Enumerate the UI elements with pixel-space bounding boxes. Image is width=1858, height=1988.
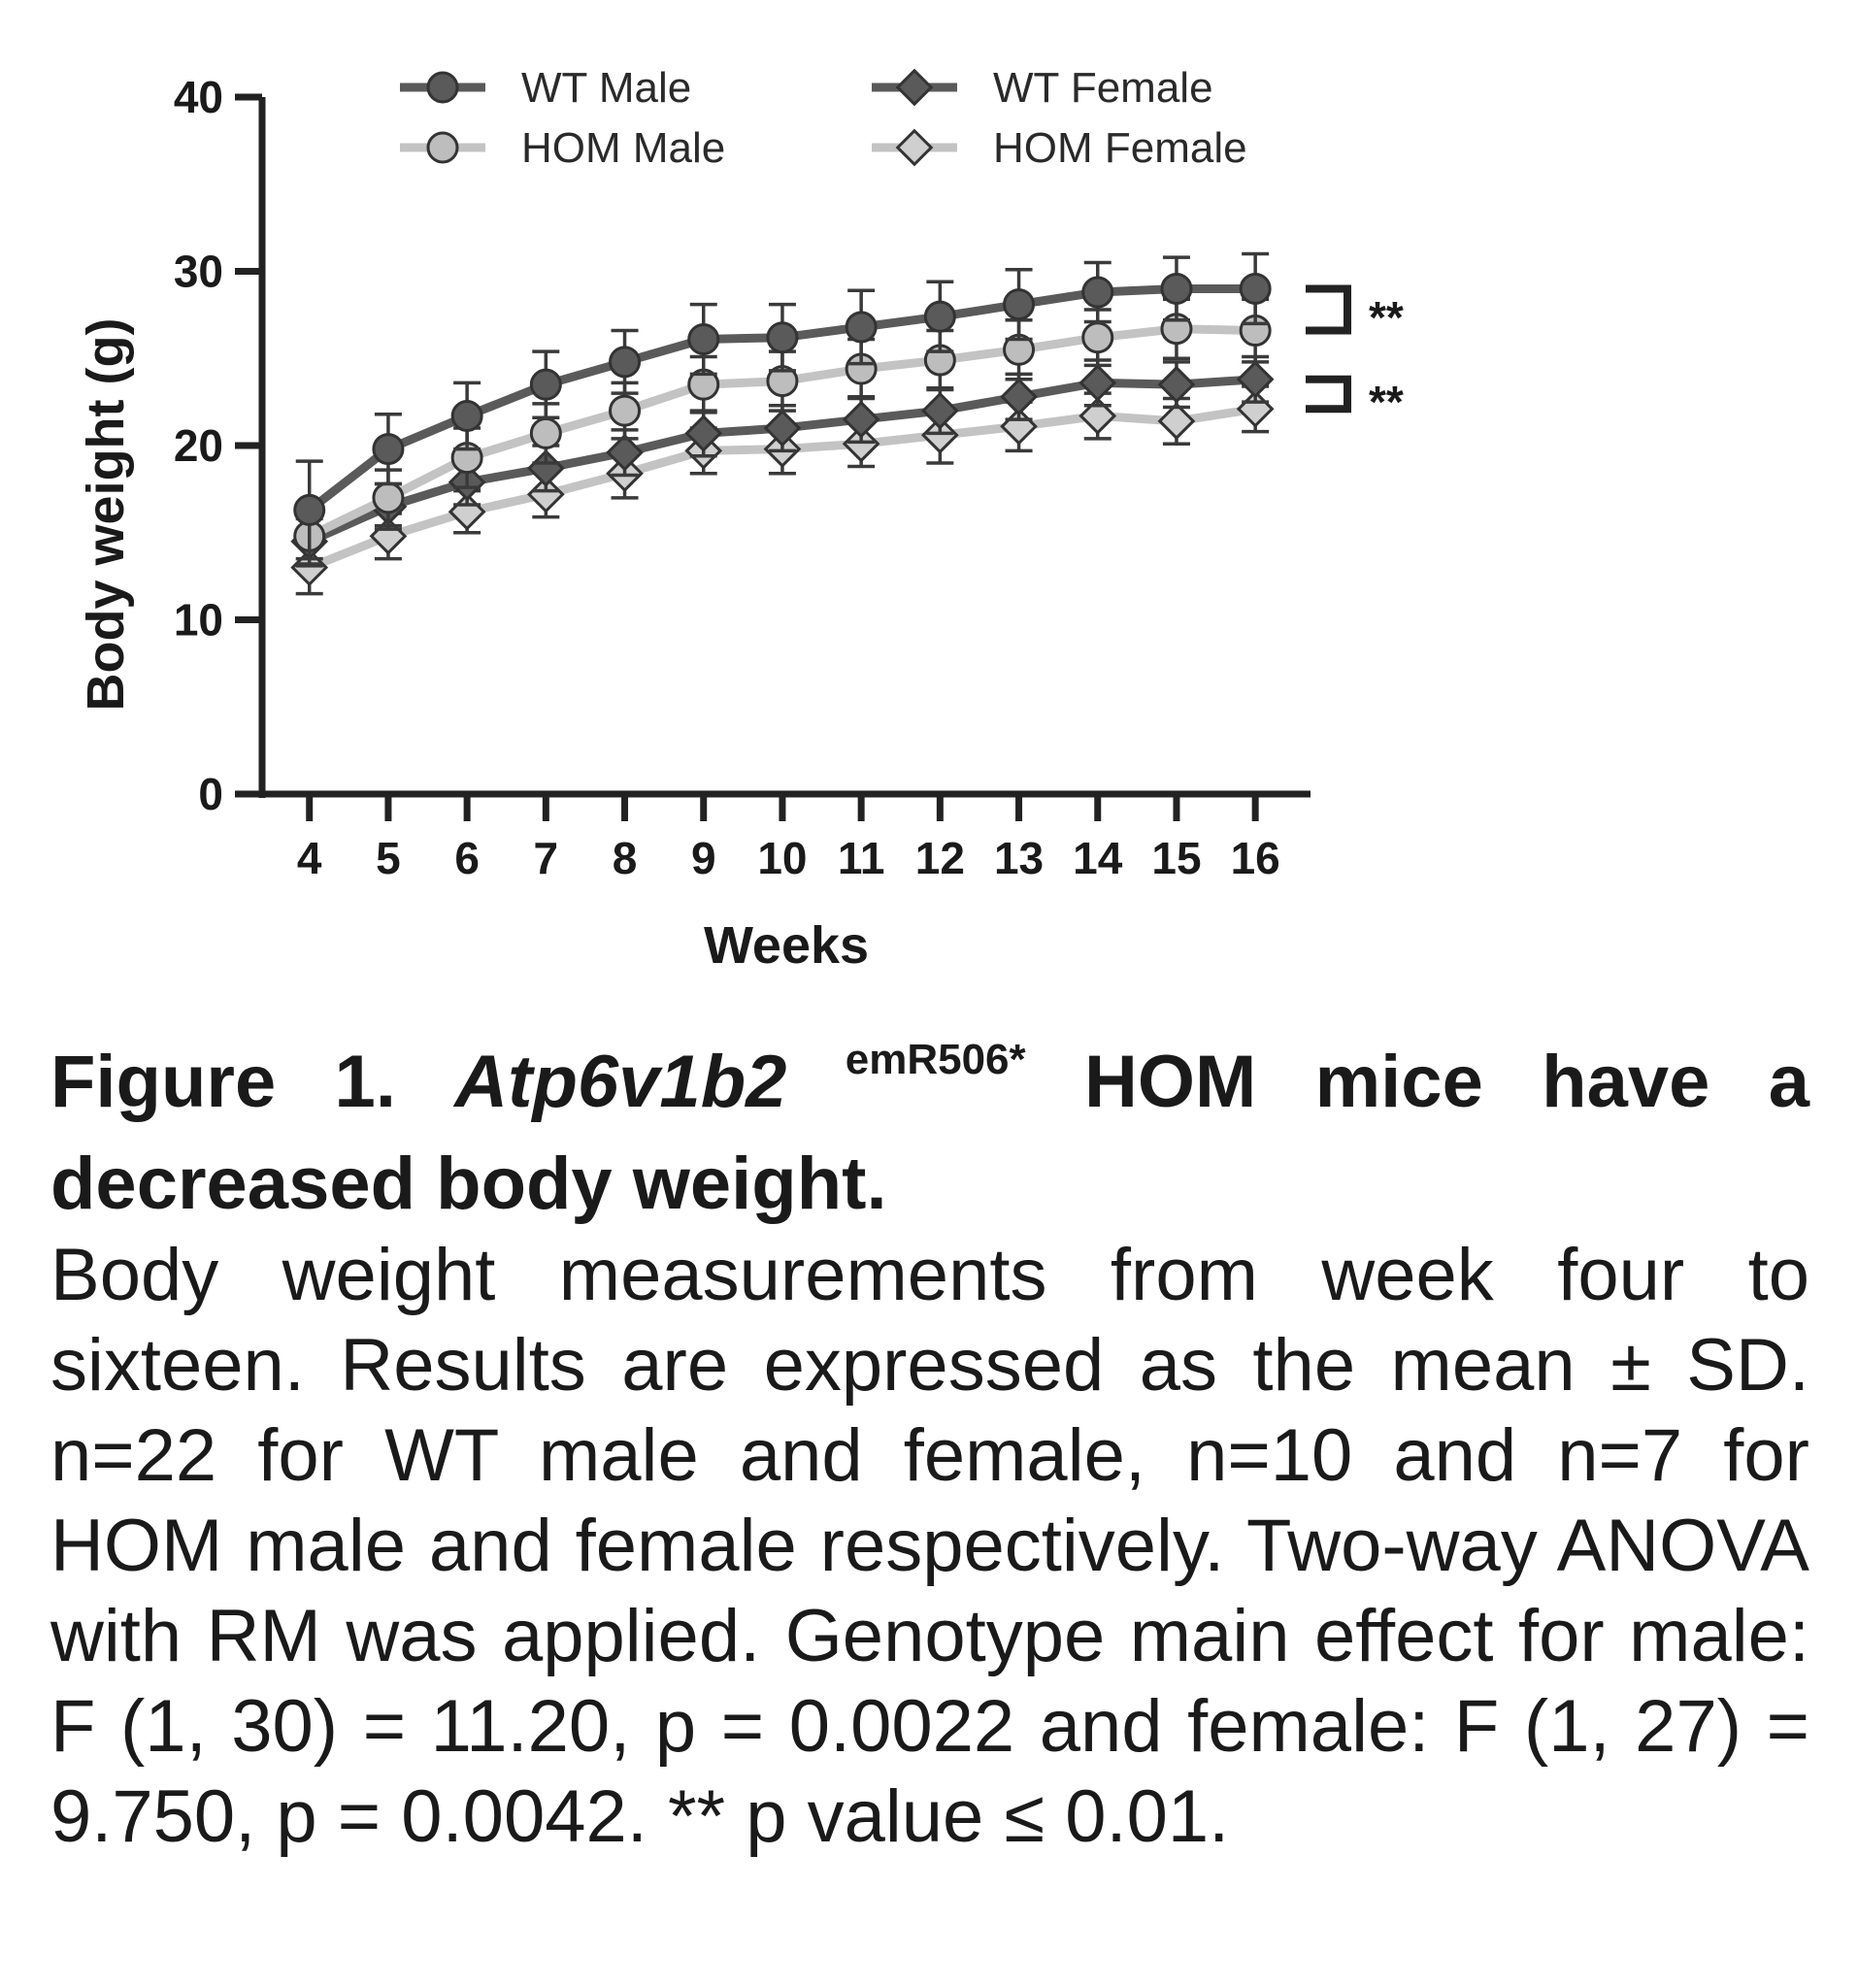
body-weight-chart: WT Male HOM Male WT Female HOM Female 0 10 20… bbox=[77, 64, 1404, 975]
y-tick-label: 10 bbox=[174, 595, 223, 646]
data-point bbox=[372, 433, 405, 466]
data-point bbox=[1160, 272, 1193, 305]
data-point bbox=[372, 481, 405, 514]
caption-title-text: HOM mice have a decreased body weight. bbox=[50, 1041, 1809, 1225]
data-point bbox=[1081, 321, 1114, 354]
x-tick-label: 6 bbox=[454, 833, 480, 883]
legend-item-wt-male: WT Male bbox=[400, 64, 691, 112]
data-point bbox=[1236, 360, 1275, 399]
x-tick-label: 14 bbox=[1073, 833, 1123, 883]
x-tick-label: 16 bbox=[1231, 833, 1280, 883]
x-tick-label: 5 bbox=[376, 833, 401, 883]
data-point bbox=[1157, 365, 1196, 404]
data-point bbox=[763, 409, 802, 447]
data-point bbox=[923, 300, 956, 333]
data-point bbox=[606, 433, 644, 472]
data-point bbox=[766, 321, 799, 354]
significance-bracket: ** bbox=[1306, 375, 1404, 427]
x-tick-label: 7 bbox=[534, 833, 559, 883]
x-tick-label: 4 bbox=[297, 833, 322, 883]
legend-marker bbox=[426, 131, 459, 164]
data-point bbox=[1000, 378, 1038, 416]
y-tick-label: 20 bbox=[174, 420, 223, 471]
x-tick-label: 8 bbox=[613, 833, 638, 883]
bracket-line bbox=[1306, 284, 1351, 335]
data-point bbox=[1081, 276, 1114, 309]
significance-label: ** bbox=[1369, 292, 1404, 343]
caption-body: Body weight measurements from week four … bbox=[50, 1234, 1809, 1858]
x-tick-label: 10 bbox=[757, 833, 807, 883]
data-point bbox=[687, 323, 720, 356]
caption-allele: emR506* bbox=[845, 1036, 1026, 1083]
x-tick-label: 11 bbox=[838, 833, 885, 883]
legend-item-hom-male: HOM Male bbox=[400, 124, 725, 172]
axes: 0 10 20 30 40 4 5 6 7 8 9 10 11 12 13 14 15 16 bbox=[174, 72, 1311, 883]
data-point bbox=[1157, 402, 1196, 441]
legend-marker bbox=[895, 128, 934, 167]
x-tick-label: 12 bbox=[915, 833, 965, 883]
x-tick-label: 15 bbox=[1151, 833, 1201, 883]
legend-item-hom-female: HOM Female bbox=[872, 124, 1247, 172]
data-point bbox=[293, 493, 326, 526]
legend-label: HOM Female bbox=[993, 124, 1247, 172]
x-tick-label: 13 bbox=[994, 833, 1044, 883]
legend-item-wt-female: WT Female bbox=[872, 64, 1213, 112]
data-point bbox=[609, 394, 642, 427]
caption-gene-name: Atp6v1b2 bbox=[454, 1041, 787, 1123]
legend-label: WT Female bbox=[993, 64, 1213, 112]
data-point bbox=[684, 414, 723, 452]
y-axis-title: Body weight (g) bbox=[77, 318, 135, 712]
significance-bracket: ** bbox=[1306, 284, 1404, 343]
y-tick-label: 40 bbox=[174, 72, 223, 122]
x-axis-title: Weeks bbox=[704, 916, 869, 975]
data-point bbox=[529, 416, 562, 449]
data-point bbox=[842, 400, 880, 439]
data-point bbox=[450, 399, 483, 432]
figure-caption: Figure 1. Atp6v1b2 emR506* HOM mice have… bbox=[50, 1036, 1809, 1862]
data-point bbox=[920, 391, 959, 430]
significance-label: ** bbox=[1369, 377, 1404, 427]
data-point bbox=[1003, 288, 1036, 321]
bracket-line bbox=[1306, 375, 1351, 414]
legend-label: WT Male bbox=[521, 64, 691, 112]
data-point bbox=[842, 424, 880, 463]
data-point bbox=[609, 346, 642, 379]
y-tick-label: 0 bbox=[198, 769, 223, 819]
caption-title: Figure 1. Atp6v1b2 emR506* HOM mice have… bbox=[50, 1036, 1809, 1230]
x-tick-label: 9 bbox=[691, 833, 716, 883]
significance-annotations: ** ** bbox=[1306, 284, 1404, 427]
legend-marker bbox=[426, 71, 459, 104]
legend: WT Male HOM Male WT Female HOM Female bbox=[400, 64, 1247, 172]
legend-label: HOM Male bbox=[521, 124, 725, 172]
y-tick-label: 30 bbox=[174, 247, 223, 297]
legend-marker bbox=[895, 68, 934, 107]
series-layer bbox=[290, 251, 1275, 596]
series-wt-male bbox=[293, 251, 1272, 561]
data-point bbox=[529, 368, 562, 401]
caption-figure-number: Figure 1. bbox=[50, 1041, 396, 1123]
data-point bbox=[1239, 272, 1272, 305]
data-point bbox=[1078, 364, 1117, 402]
data-point bbox=[526, 475, 565, 514]
data-point bbox=[845, 311, 878, 344]
data-point bbox=[1078, 397, 1117, 435]
data-point bbox=[920, 415, 959, 454]
